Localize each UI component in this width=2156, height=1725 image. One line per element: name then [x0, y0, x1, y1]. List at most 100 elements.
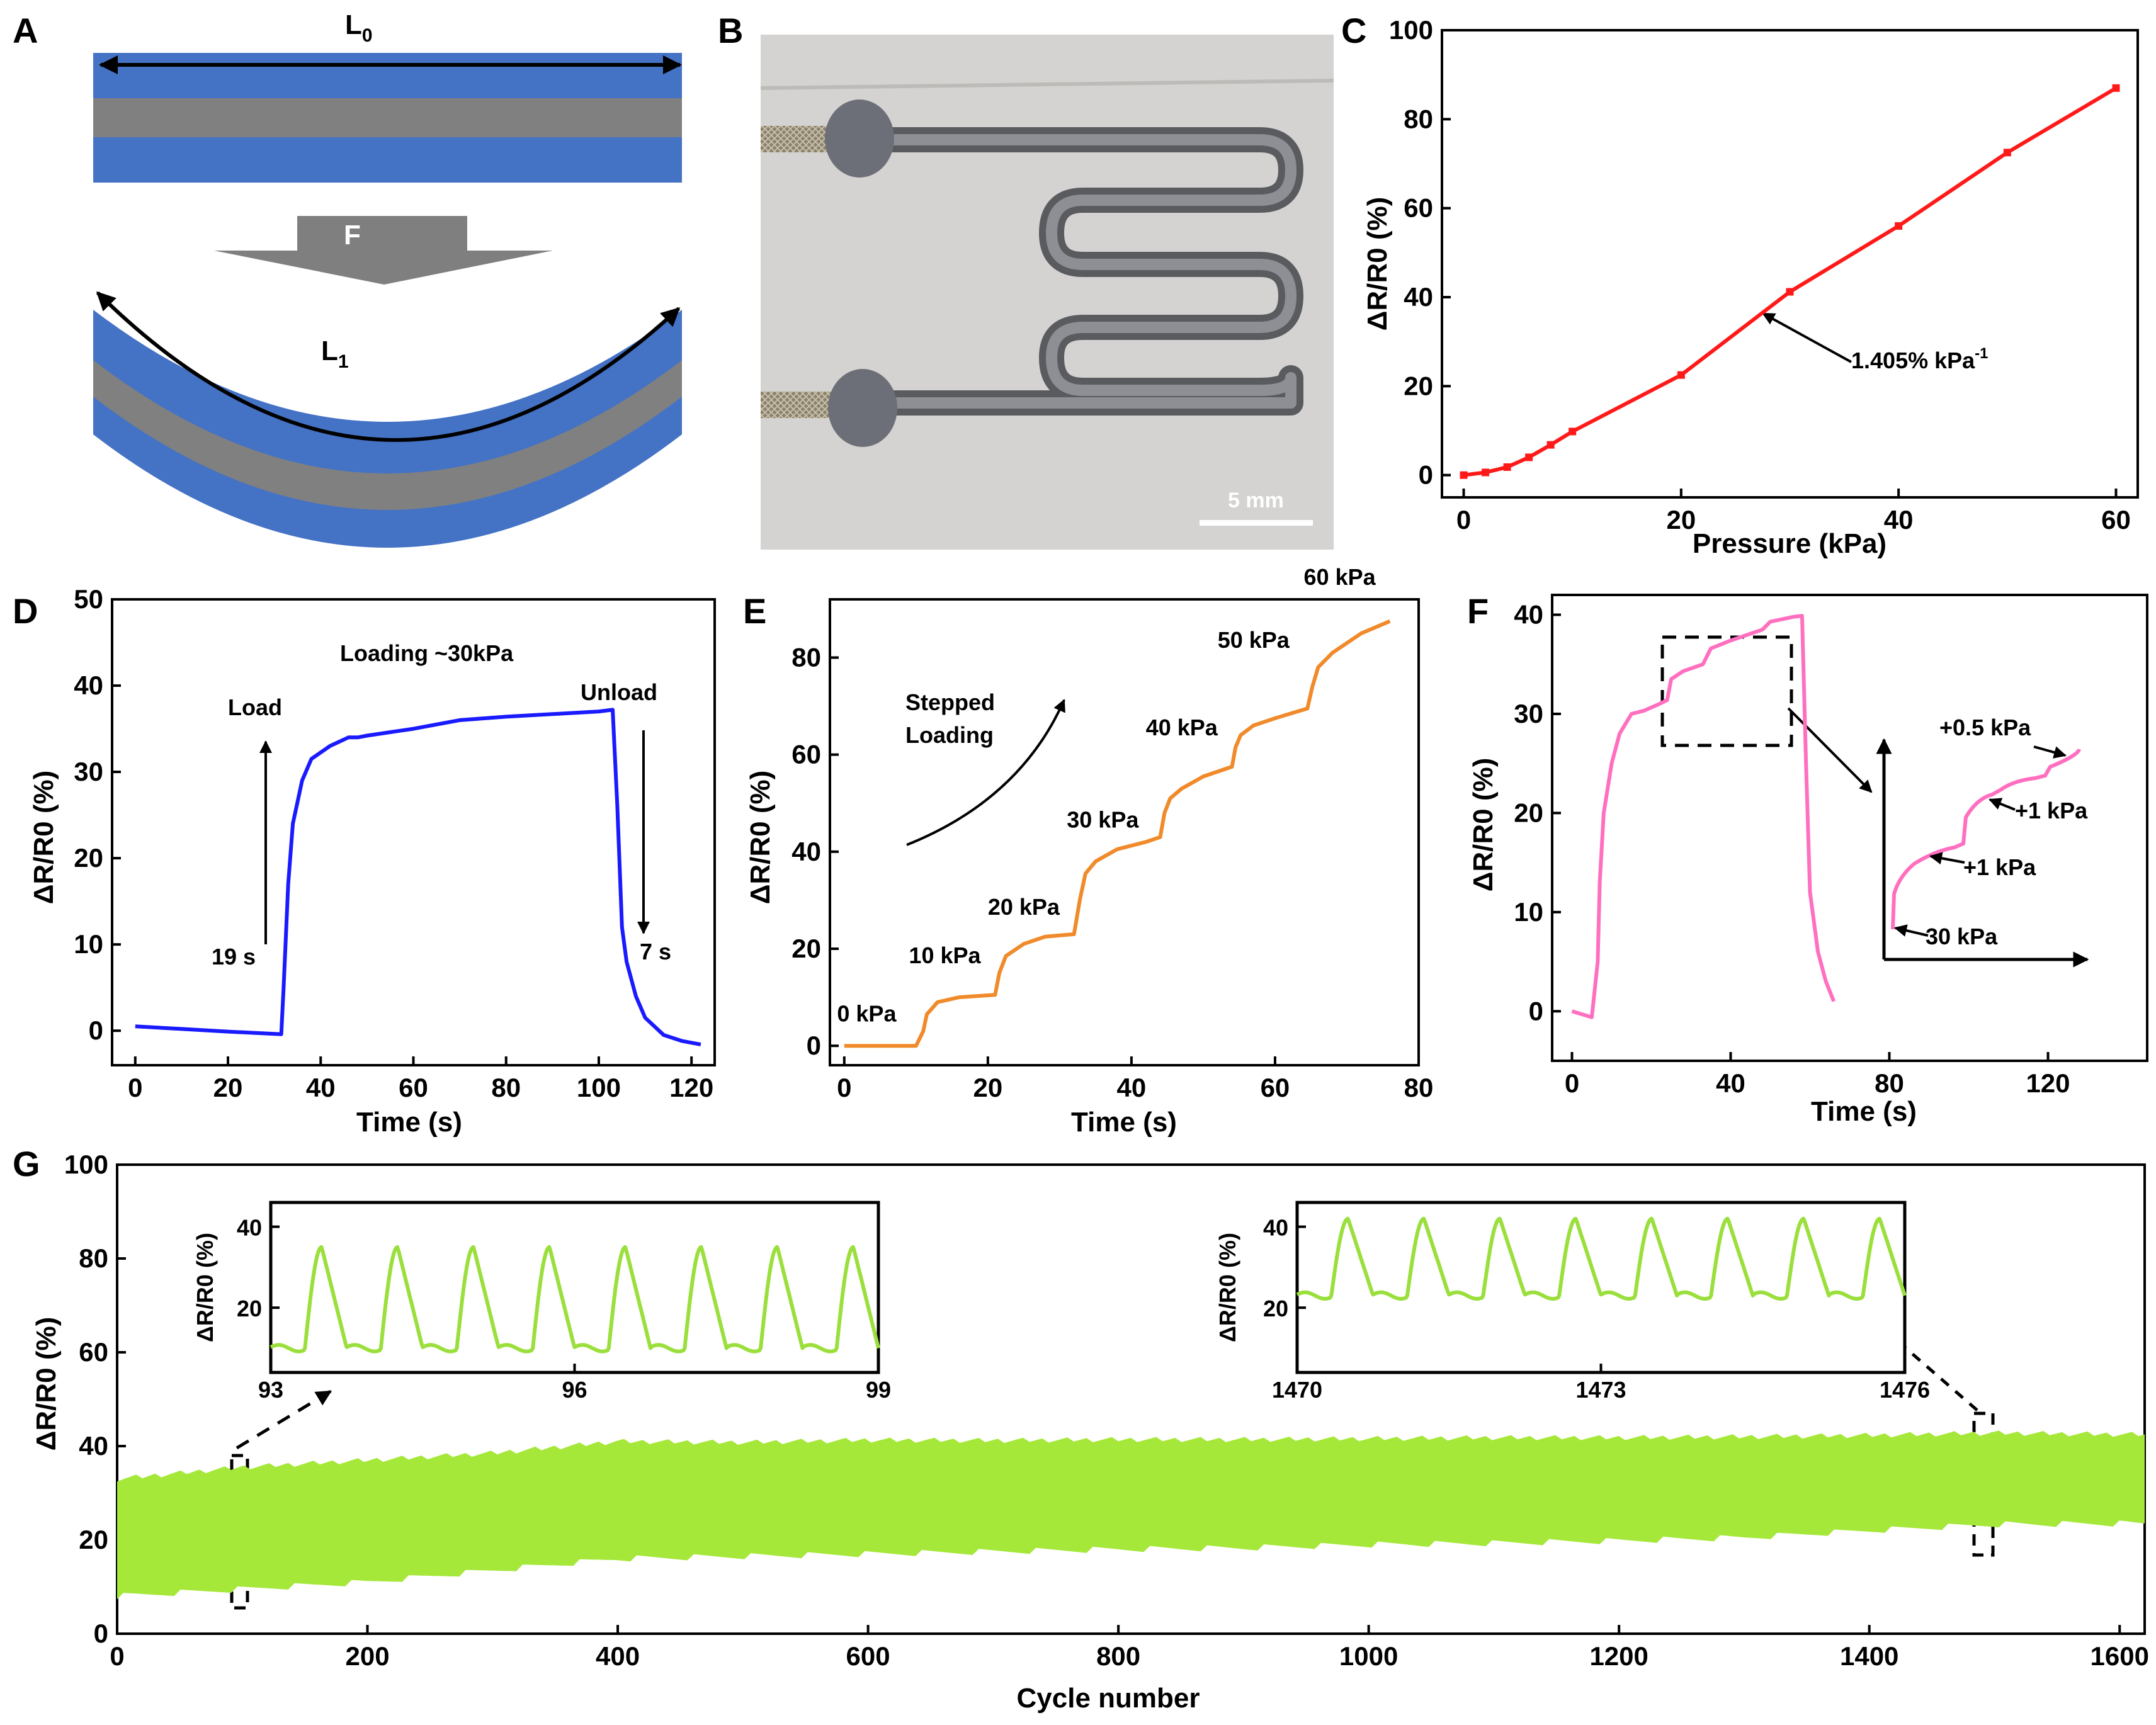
chart-f-inset-label-30: 30 kPa	[1926, 924, 1998, 949]
chart-c-annotation-sup: -1	[1975, 345, 1988, 362]
chart-g-zoom-box-1	[230, 1454, 249, 1610]
chart-f-ylabel: ΔR/R0 (%)	[1468, 758, 1499, 892]
chart-g-inset-1-xtick-label: 99	[866, 1377, 891, 1403]
chart-d-ytick-label: 0	[89, 1015, 103, 1045]
chart-g-inset-2-ytick-label: 20	[1263, 1296, 1288, 1321]
chart-f-ytick-label: 0	[1529, 996, 1543, 1026]
chart-g-inset-1-ytick-label: 20	[237, 1296, 262, 1321]
chart-g-xtick-label: 800	[1096, 1641, 1140, 1671]
chart-f: Time (s) ΔR/R0 (%) +0.5 kPa +1 kPa +1 kP…	[1468, 594, 2148, 1127]
chart-c-point	[1460, 471, 1468, 479]
chart-g-ytick-label: 0	[94, 1619, 108, 1648]
chart-g-inset-2-ytick-label: 40	[1263, 1215, 1288, 1241]
chart-e-xtick-label: 0	[837, 1073, 851, 1102]
chart-c-ytick-label: 100	[1389, 15, 1433, 45]
length-label-l0: L0	[345, 9, 373, 46]
chart-d-unload-time: 7 s	[640, 939, 671, 964]
chart-c-xtick-label: 40	[1884, 505, 1914, 534]
chart-f-inset-label-1a: +1 kPa	[2015, 798, 2088, 823]
chart-c-point	[1895, 222, 1903, 230]
chart-d-ytick-label: 40	[74, 670, 103, 700]
chart-c-point	[1525, 453, 1533, 461]
chart-d-series-line	[135, 708, 701, 1047]
chart-g-inset-2-xtick-label: 1476	[1880, 1377, 1930, 1403]
chart-g-inset-2-ylabel: ΔR/R0 (%)	[1215, 1233, 1240, 1342]
chart-g-xtick-label: 0	[110, 1641, 124, 1671]
chart-e-ytick-label: 0	[807, 1031, 821, 1060]
chart-f-xlabel: Time (s)	[1811, 1096, 1917, 1127]
chart-f-inset-curve	[1891, 748, 2081, 930]
bent-top-layer	[93, 310, 682, 473]
chart-d-xtick-label: 100	[577, 1073, 621, 1102]
chart-g-ytick-label: 80	[79, 1243, 108, 1273]
chart-c-frame	[1441, 29, 2139, 499]
chart-g-cycle-band	[117, 1430, 2145, 1600]
chart-c: Pressure (kPa) ΔR/R0 (%) 1.405% kPa-1 0 2…	[1362, 15, 2139, 559]
panel-a-schematic: L0 F L1	[93, 9, 682, 548]
chart-f-inset-label-1b: +1 kPa	[1963, 854, 2036, 880]
chart-g-xlabel: Cycle number	[1017, 1683, 1200, 1714]
chart-c-series-line	[1463, 86, 2118, 477]
chart-f-ytick-label: 10	[1514, 897, 1543, 927]
chart-c-ytick-label: 40	[1404, 282, 1433, 312]
chart-e-xtick-label: 40	[1117, 1073, 1147, 1102]
chart-d-load-time: 19 s	[212, 944, 256, 970]
chart-e-stepped-line1: Stepped	[905, 689, 995, 715]
chart-c-xtick-label: 0	[1456, 505, 1471, 534]
chart-g-xtick-label: 1200	[1589, 1641, 1648, 1671]
chart-e-step-label: 60 kPa	[1304, 564, 1376, 590]
chart-d-xtick-label: 20	[213, 1073, 243, 1102]
chart-d-xtick-label: 80	[491, 1073, 521, 1102]
chart-e-step-label: 30 kPa	[1067, 806, 1139, 832]
chart-e-step-label: 50 kPa	[1218, 627, 1290, 653]
chart-e: Time (s) ΔR/R0 (%) Stepped Loading 0 kPa…	[745, 564, 1433, 1138]
chart-e-xtick-label: 20	[973, 1073, 1002, 1102]
chart-g-ytick-label: 100	[64, 1150, 108, 1179]
chart-c-xtick-label: 60	[2101, 505, 2131, 534]
chart-c-point	[1482, 468, 1490, 477]
chart-g-inset-2-series-line	[1296, 1216, 1907, 1301]
chart-g-inset-1-xtick-label: 96	[562, 1377, 587, 1403]
svg-text:1.405% kPa-1: 1.405% kPa-1	[1851, 345, 1989, 373]
chart-c-point	[2003, 149, 2011, 157]
chart-g-inset-1-series-line	[270, 1245, 880, 1354]
chart-f-inset-label-half: +0.5 kPa	[1939, 715, 2031, 740]
chart-c-point	[1503, 463, 1511, 471]
chart-d-ytick-label: 10	[74, 929, 103, 959]
chart-g-inset-1-ytick-label: 40	[237, 1215, 262, 1241]
chart-e-xlabel: Time (s)	[1071, 1107, 1177, 1138]
chart-e-ytick-label: 60	[791, 740, 821, 769]
chart-e-series-line	[844, 619, 1391, 1048]
flat-bottom-layer	[93, 137, 682, 183]
scale-bar	[1200, 520, 1313, 526]
chart-g-inset-2-xtick-label: 1473	[1575, 1377, 1626, 1403]
solder-pad-top	[825, 99, 894, 178]
panel-b-photo: 5 mm	[760, 35, 1334, 550]
chart-g-ylabel: ΔR/R0 (%)	[31, 1317, 62, 1451]
chart-f-frame	[1551, 594, 2148, 1062]
chart-f-xtick-label: 40	[1716, 1068, 1745, 1098]
chart-d-xtick-label: 60	[399, 1073, 428, 1102]
chart-e-ytick-label: 40	[791, 837, 821, 866]
chart-e-ytick-label: 80	[791, 643, 821, 672]
chart-c-point	[1677, 371, 1685, 379]
chart-f-zoom-box	[1660, 635, 1793, 747]
chart-g-inset-2: ΔR/R0 (%) 1470 1473 1476 20 40	[1215, 1201, 1930, 1403]
chart-d-ytick-label: 50	[74, 584, 103, 614]
chart-e-xtick-label: 80	[1404, 1073, 1434, 1102]
chart-d-xtick-label: 0	[128, 1073, 142, 1102]
force-arrow	[214, 216, 553, 285]
chart-f-xtick-label: 80	[1875, 1068, 1904, 1098]
chart-e-step-label: 0 kPa	[837, 1001, 897, 1027]
chart-d-xtick-label: 40	[306, 1073, 336, 1102]
chart-d-unload-label: Unload	[581, 679, 657, 705]
chart-f-ytick-label: 20	[1514, 798, 1543, 827]
chart-d-frame	[111, 598, 716, 1066]
chart-g: Cycle number ΔR/R0 (%) 0 200 400 600 800 1000…	[31, 1150, 2149, 1714]
chart-g-zoom-line-2	[1904, 1346, 1978, 1411]
chart-g-inset-2-frame	[1295, 1201, 1907, 1374]
chart-c-ytick-label: 80	[1404, 104, 1433, 133]
chart-e-step-labels: 0 kPa 10 kPa 20 kPa 30 kPa 40 kPa 50 kPa 60 kP…	[837, 564, 1376, 1027]
chart-d-xtick-label: 120	[669, 1073, 713, 1102]
solder-pad-bottom	[828, 369, 897, 447]
